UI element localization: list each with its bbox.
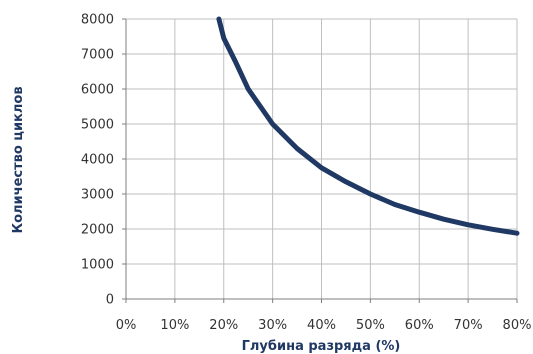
x-tick-label: 70% — [454, 318, 483, 333]
axes — [122, 18, 518, 303]
y-tick-label: 8000 — [81, 13, 114, 28]
y-axis-title: Количество циклов — [11, 86, 26, 233]
x-tick-labels: 0% 10% 20% 30% 40% 50% 60% 70% 80% — [116, 318, 532, 333]
x-tick-label: 60% — [405, 318, 434, 333]
x-tick-label: 10% — [160, 318, 189, 333]
y-tick-label: 4000 — [81, 153, 114, 168]
grid — [125, 18, 518, 300]
x-axis-title: Глубина разряда (%) — [242, 339, 401, 354]
y-tick-label: 6000 — [81, 83, 114, 98]
y-tick-label: 1000 — [81, 258, 114, 273]
x-tick-label: 20% — [209, 318, 238, 333]
cycles-curve — [216, 16, 520, 236]
y-tick-label: 7000 — [81, 48, 114, 63]
x-tick-label: 40% — [307, 318, 336, 333]
y-tick-label: 2000 — [81, 223, 114, 238]
x-tick-label: 0% — [116, 318, 137, 333]
plot-area — [216, 16, 520, 236]
x-tick-label: 30% — [258, 318, 287, 333]
y-tick-label: 0 — [106, 293, 114, 308]
y-tick-labels: 0 1000 2000 3000 4000 5000 6000 7000 8000 — [81, 13, 114, 308]
y-tick-label: 3000 — [81, 188, 114, 203]
x-tick-label: 50% — [356, 318, 385, 333]
y-tick-label: 5000 — [81, 118, 114, 133]
x-tick-label: 80% — [503, 318, 532, 333]
